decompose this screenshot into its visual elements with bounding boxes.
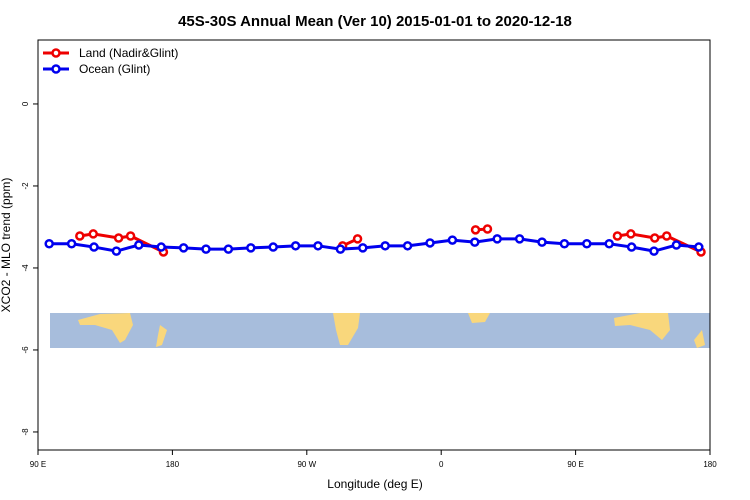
data-point	[335, 244, 346, 254]
data-point	[425, 238, 435, 248]
x-tick-label: 90 E	[567, 460, 583, 469]
x-tick-label: 0	[439, 460, 444, 469]
data-point	[290, 241, 301, 251]
data-point	[246, 243, 256, 253]
data-point	[470, 225, 481, 235]
data-point	[537, 237, 547, 247]
data-point	[626, 229, 636, 239]
data-point	[380, 241, 390, 251]
data-point	[482, 224, 493, 234]
data-point	[113, 233, 124, 243]
legend-label: Land (Nadir&Glint)	[79, 46, 178, 60]
data-point	[111, 246, 122, 256]
data-point	[223, 244, 234, 254]
legend-marker	[51, 64, 61, 74]
y-tick-label: -2	[21, 182, 30, 190]
data-point	[178, 243, 189, 253]
plot-frame	[37, 39, 711, 451]
x-tick-label: 90 W	[297, 460, 316, 469]
legend-label: Ocean (Glint)	[79, 62, 150, 76]
data-point	[649, 246, 659, 256]
x-axis-label: Longitude (deg E)	[327, 477, 422, 491]
data-point	[313, 241, 323, 251]
y-tick-label: -4	[21, 264, 30, 272]
data-point	[559, 239, 570, 249]
data-point	[492, 234, 502, 244]
data-point	[470, 237, 480, 247]
data-point	[514, 234, 525, 244]
series-line	[49, 237, 699, 253]
x-tick-label: 180	[166, 460, 180, 469]
data-point	[268, 242, 278, 252]
map-band	[50, 313, 710, 348]
data-point	[612, 231, 623, 241]
y-tick-label: -8	[21, 428, 30, 436]
y-tick-label: 0	[21, 101, 30, 106]
data-point	[352, 234, 363, 244]
x-tick-label: 90 E	[30, 460, 46, 469]
data-point	[358, 243, 368, 253]
data-point	[661, 231, 672, 241]
data-point	[44, 239, 54, 249]
data-point	[75, 231, 85, 241]
data-point	[88, 229, 99, 239]
data-point	[604, 239, 614, 249]
data-point	[201, 244, 211, 254]
data-point	[89, 242, 99, 252]
y-tick-label: -6	[21, 346, 30, 354]
x-tick-label: 180	[703, 460, 717, 469]
y-axis-label: XCO2 - MLO trend (ppm)	[0, 178, 13, 313]
data-point	[447, 235, 458, 245]
data-point	[66, 239, 77, 249]
data-point	[156, 242, 166, 252]
data-point	[402, 241, 413, 251]
legend-marker	[51, 48, 61, 58]
data-point	[694, 242, 704, 252]
data-point	[649, 233, 660, 243]
data-point	[134, 240, 144, 250]
data-point	[582, 239, 592, 249]
data-point	[125, 231, 136, 241]
data-point	[626, 242, 637, 252]
data-point	[671, 240, 682, 250]
chart-title: 45S-30S Annual Mean (Ver 10) 2015-01-01 …	[178, 13, 572, 30]
